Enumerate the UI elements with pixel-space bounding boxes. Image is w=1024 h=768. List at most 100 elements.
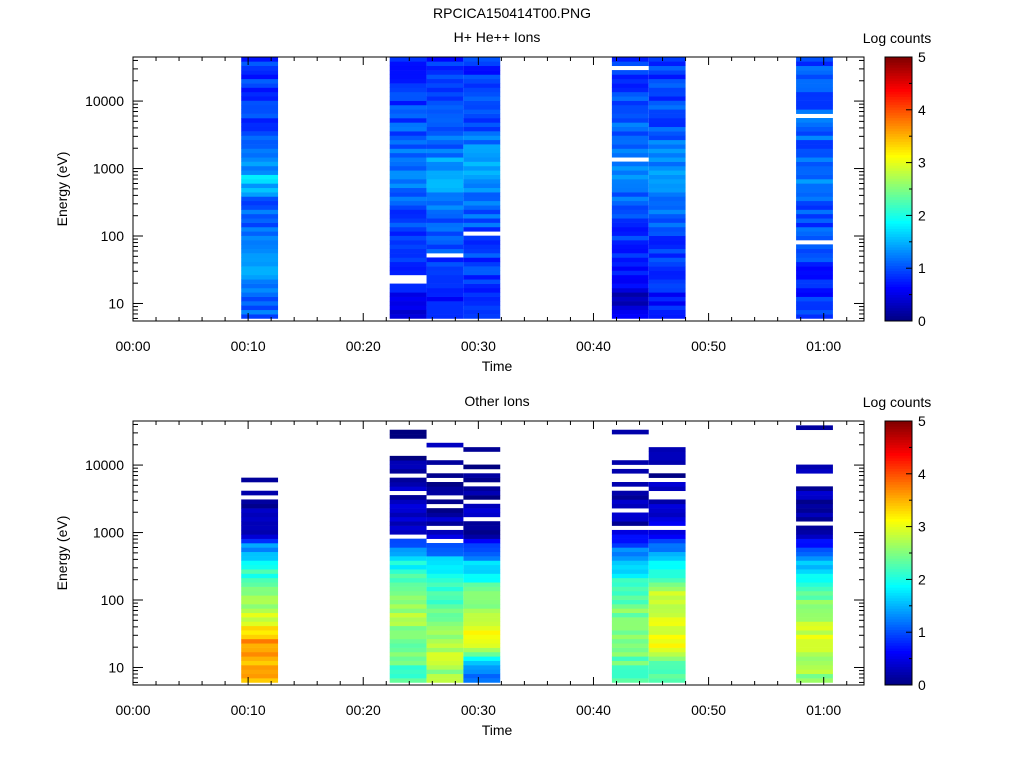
- spectrogram-cell: [648, 209, 686, 215]
- colorbar-segment: [885, 489, 912, 493]
- spectrogram-cell: [796, 131, 833, 136]
- spectrogram-cell: [796, 183, 833, 189]
- x-axis-label: Time: [482, 722, 513, 738]
- spectrogram-cell: [463, 464, 501, 470]
- colorbar-segment: [885, 299, 912, 303]
- spectrogram-cell: [796, 74, 833, 80]
- spectrogram-cell: [389, 634, 427, 640]
- spectrogram-cell: [611, 244, 649, 250]
- spectrogram-cell: [426, 665, 464, 670]
- spectrogram-cell: [241, 538, 279, 544]
- colorbar-segment: [885, 666, 912, 670]
- spectrogram-cell: [389, 148, 427, 154]
- colorbar-tick-label: 5: [918, 49, 926, 65]
- colorbar-segment: [885, 479, 912, 483]
- spectrogram-cell: [611, 205, 649, 210]
- spectrogram-cell: [611, 305, 649, 311]
- spectrogram-cell: [241, 529, 279, 535]
- spectrogram-cell: [796, 314, 833, 319]
- spectrogram-cell: [611, 516, 649, 522]
- spectrogram-cell: [426, 660, 464, 666]
- colorbar-segment: [885, 494, 912, 498]
- spectrogram-cell: [611, 538, 649, 544]
- spectrogram-cell: [389, 222, 427, 228]
- spectrogram-cell: [426, 209, 464, 215]
- spectrogram-cell: [648, 179, 686, 184]
- colorbar-segment: [885, 141, 912, 145]
- spectrogram-cell: [611, 135, 649, 141]
- spectrogram-cell: [241, 586, 279, 592]
- spectrogram-cell: [463, 538, 501, 544]
- colorbar-segment: [885, 487, 912, 491]
- spectrogram-cell: [426, 118, 464, 123]
- spectrogram-cell: [648, 74, 686, 80]
- spectrogram-cell: [611, 183, 649, 189]
- colorbar-segment: [885, 471, 912, 475]
- colorbar-segment: [885, 431, 912, 435]
- spectrogram-cell: [463, 564, 501, 570]
- spectrogram-cell: [463, 551, 501, 557]
- spectrogram-cell: [426, 534, 464, 539]
- spectrogram-cell: [611, 599, 649, 605]
- colorbar-segment: [885, 244, 912, 248]
- colorbar-segment: [885, 72, 912, 76]
- spectrogram-cell: [241, 309, 279, 315]
- spectrogram-cell: [241, 564, 279, 570]
- colorbar-segment: [885, 215, 912, 219]
- spectrogram-cell: [648, 309, 686, 315]
- spectrogram-cell: [389, 529, 427, 535]
- spectrogram-cell: [389, 569, 427, 574]
- spectrogram-cell: [648, 113, 686, 119]
- spectrogram-cell: [389, 482, 427, 487]
- spectrogram-cell: [648, 161, 686, 167]
- spectrogram-cell: [389, 525, 427, 531]
- spectrogram-cell: [611, 253, 649, 258]
- spectrogram-cell: [796, 665, 833, 670]
- spectrogram-cell: [426, 564, 464, 570]
- spectrogram-cell: [648, 521, 686, 526]
- spectrogram-cell: [796, 253, 833, 258]
- spectrogram-cell: [426, 279, 464, 284]
- spectrogram-cell: [611, 630, 649, 635]
- spectrogram-cell: [796, 643, 833, 648]
- colorbar-segment: [885, 223, 912, 227]
- colorbar-segment: [885, 663, 912, 667]
- colorbar-tick-label: 4: [918, 466, 926, 482]
- spectrogram-cell: [389, 512, 427, 518]
- colorbar-segment: [885, 481, 912, 485]
- spectrogram-cell: [426, 270, 464, 276]
- spectrogram-cell: [426, 612, 464, 618]
- spectrogram-cell: [796, 274, 833, 280]
- spectrogram-cell: [648, 213, 686, 219]
- spectrogram-cell: [463, 660, 501, 666]
- spectrogram-cell: [426, 486, 464, 492]
- spectrogram-cell: [796, 630, 833, 635]
- spectrogram-cell: [463, 678, 501, 683]
- spectrogram-cell: [426, 617, 464, 622]
- colorbar-segment: [885, 136, 912, 140]
- spectrogram-cell: [463, 222, 501, 228]
- spectrogram-cell: [611, 673, 649, 679]
- spectrogram-cell: [389, 647, 427, 653]
- spectrogram-cell: [611, 660, 649, 666]
- spectrogram-cell: [648, 314, 686, 319]
- spectrogram-cell: [463, 100, 501, 106]
- spectrogram-cell: [463, 65, 501, 71]
- spectrogram-cell: [426, 152, 464, 158]
- spectrogram-cell: [611, 656, 649, 661]
- colorbar-segment: [885, 442, 912, 446]
- spectrogram-cell: [463, 196, 501, 202]
- axes: 00:00 00:10 00:20 00:30 00:40 00:50 01:00 10 100…: [85, 421, 864, 718]
- spectrogram-cell: [426, 226, 464, 232]
- colorbar-segment: [885, 154, 912, 158]
- spectrogram-cell: [241, 200, 279, 206]
- spectrogram-cell: [426, 165, 464, 171]
- spectrogram-cell: [389, 468, 427, 474]
- colorbar-segment: [885, 436, 912, 440]
- colorbar-segment: [885, 592, 912, 596]
- spectrogram-cell: [648, 274, 686, 280]
- spectrogram-cell: [426, 586, 464, 592]
- spectrogram-cell: [648, 292, 686, 297]
- spectrogram-cell: [389, 65, 427, 71]
- spectrogram-cell: [796, 305, 833, 311]
